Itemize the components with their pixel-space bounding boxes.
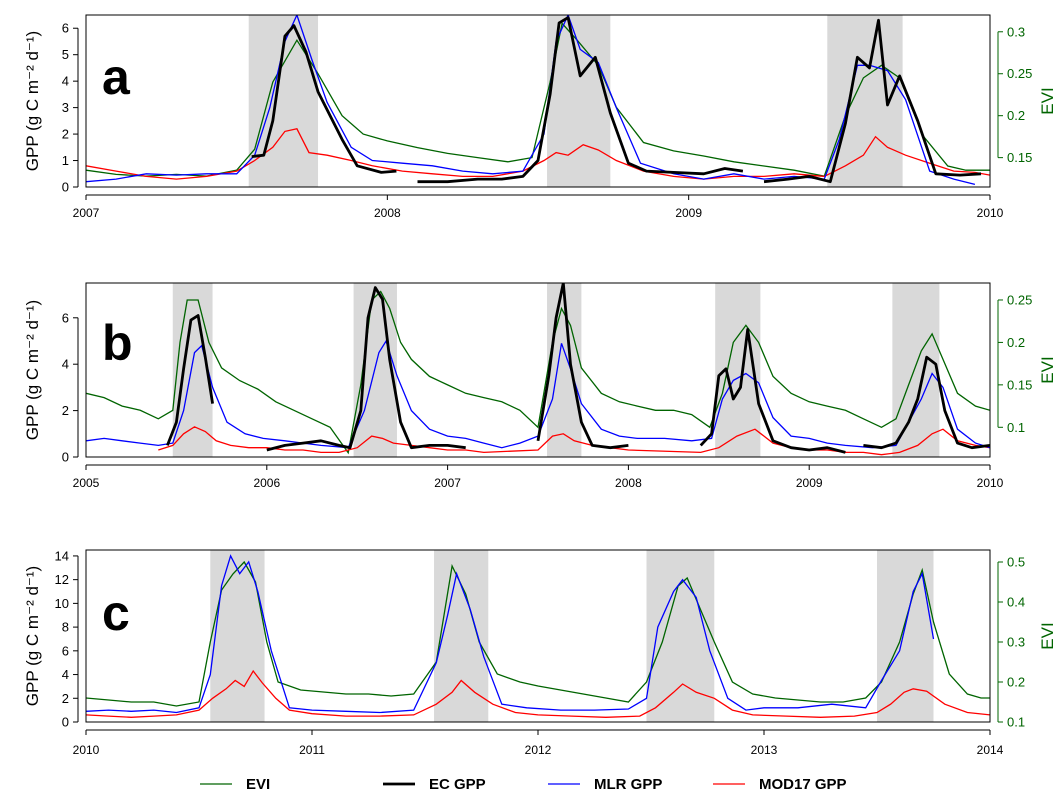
- season-shade: [827, 15, 903, 187]
- x-tick-label: 2007: [73, 206, 100, 220]
- y-tick-label-right: 0.1: [1007, 715, 1025, 730]
- y-tick-label-right: 0.2: [1007, 335, 1025, 350]
- ec-gpp-line: [251, 24, 397, 174]
- y-tick-label-left: 4: [62, 357, 69, 372]
- ec-gpp-line: [699, 328, 846, 454]
- mod17-gpp-line: [86, 669, 990, 718]
- y-tick-label-right: 0.1: [1007, 420, 1025, 435]
- x-tick-label: 2007: [434, 476, 461, 490]
- y-tick-label-left: 2: [62, 403, 69, 418]
- y-axis-title-right: EVI: [1038, 87, 1057, 114]
- legend-label: EVI: [246, 776, 270, 793]
- y-tick-label-left: 2: [62, 691, 69, 706]
- x-tick-label: 2010: [977, 476, 1004, 490]
- y-tick-label-right: 0.25: [1007, 292, 1032, 307]
- y-tick-label-left: 6: [62, 310, 69, 325]
- y-tick-label-right: 0.3: [1007, 635, 1025, 650]
- y-tick-label-right: 0.25: [1007, 66, 1032, 81]
- y-tick-label-left: 3: [62, 100, 69, 115]
- ec-gpp-line: [166, 314, 214, 446]
- panel-b: 2005 2006 2007 2008 2009 2010 0 2 4 6 0.1 0.15 0.2 0.…: [23, 282, 1057, 490]
- y-tick-label-left: 14: [55, 548, 69, 563]
- x-tick-label: 2006: [253, 476, 280, 490]
- y-tick-label-left: 10: [55, 596, 69, 611]
- panel-label: b: [102, 315, 133, 371]
- y-axis-title-left: GPP (g C m⁻² d⁻¹): [23, 300, 42, 440]
- x-tick-label: 2005: [73, 476, 100, 490]
- legend-label: EC GPP: [429, 776, 486, 793]
- plot-frame: [85, 282, 991, 458]
- y-axis-title-right: EVI: [1038, 356, 1057, 383]
- panel-label: c: [102, 585, 130, 641]
- ec-gpp-line: [417, 16, 744, 184]
- y-tick-label-right: 0.4: [1007, 595, 1025, 610]
- y-tick-label-left: 6: [62, 643, 69, 658]
- ec-gpp-line: [863, 355, 990, 450]
- x-tick-label: 2014: [977, 743, 1004, 757]
- ec-gpp-line: [266, 286, 466, 452]
- panel-label: a: [102, 49, 131, 105]
- season-shade: [547, 283, 582, 457]
- x-tick-label: 2008: [374, 206, 401, 220]
- x-tick-label: 2013: [751, 743, 778, 757]
- y-tick-label-right: 0.15: [1007, 377, 1032, 392]
- ec-gpp-line: [763, 18, 982, 184]
- x-tick-label: 2009: [675, 206, 702, 220]
- plot-frame: [85, 549, 991, 723]
- x-tick-label: 2012: [525, 743, 552, 757]
- y-tick-label-left: 8: [62, 620, 69, 635]
- season-shade: [210, 550, 265, 722]
- season-shade: [646, 550, 715, 722]
- y-axis-title-right: EVI: [1038, 622, 1057, 649]
- y-tick-label-right: 0.2: [1007, 675, 1025, 690]
- y-tick-label-left: 5: [62, 47, 69, 62]
- y-tick-label-right: 0.2: [1007, 108, 1025, 123]
- season-shade: [353, 283, 397, 457]
- y-tick-label-left: 4: [62, 667, 69, 682]
- plot-frame: [85, 14, 991, 188]
- panel-c: 2010 2011 2012 2013 2014 0 2 4 6 8 10 12 14 0.1 0.2 0.3…: [23, 548, 1057, 757]
- season-shade: [892, 283, 940, 457]
- legend-label: MLR GPP: [594, 776, 662, 793]
- y-tick-label-left: 2: [62, 127, 69, 142]
- evi-line: [86, 560, 990, 707]
- y-tick-label-right: 0.5: [1007, 555, 1025, 570]
- x-tick-label: 2010: [977, 206, 1004, 220]
- x-tick-label: 2009: [796, 476, 823, 490]
- evi-line: [86, 290, 990, 455]
- mod17-gpp-line: [86, 128, 990, 180]
- panel-a: 2007 2008 2009 2010 0 1 2 3 4 5 6 0.15 0.2 0.25 0.3 GPP…: [23, 14, 1057, 220]
- y-axis-title-left: GPP (g C m⁻² d⁻¹): [23, 31, 42, 171]
- mlr-gpp-line: [86, 554, 935, 714]
- mlr-gpp-line: [86, 339, 990, 449]
- y-tick-label-left: 6: [62, 21, 69, 36]
- x-tick-label: 2008: [615, 476, 642, 490]
- y-tick-label-left: 0: [62, 450, 69, 465]
- legend: EVI EC GPP MLR GPP MOD17 GPP: [200, 776, 847, 793]
- y-tick-label-left: 4: [62, 74, 69, 89]
- y-tick-label-right: 0.3: [1007, 24, 1025, 39]
- y-tick-label-right: 0.15: [1007, 150, 1032, 165]
- mod17-gpp-line: [158, 426, 990, 456]
- x-tick-label: 2011: [299, 743, 325, 757]
- y-tick-label-left: 0: [62, 180, 69, 195]
- y-axis-title-left: GPP (g C m⁻² d⁻¹): [23, 566, 42, 706]
- legend-label: MOD17 GPP: [759, 776, 847, 793]
- y-tick-label-left: 1: [62, 153, 69, 168]
- season-shade: [877, 550, 934, 722]
- ec-gpp-line: [536, 283, 629, 450]
- x-tick-label: 2010: [73, 743, 100, 757]
- y-tick-label-left: 0: [62, 715, 69, 730]
- y-tick-label-left: 12: [55, 572, 69, 587]
